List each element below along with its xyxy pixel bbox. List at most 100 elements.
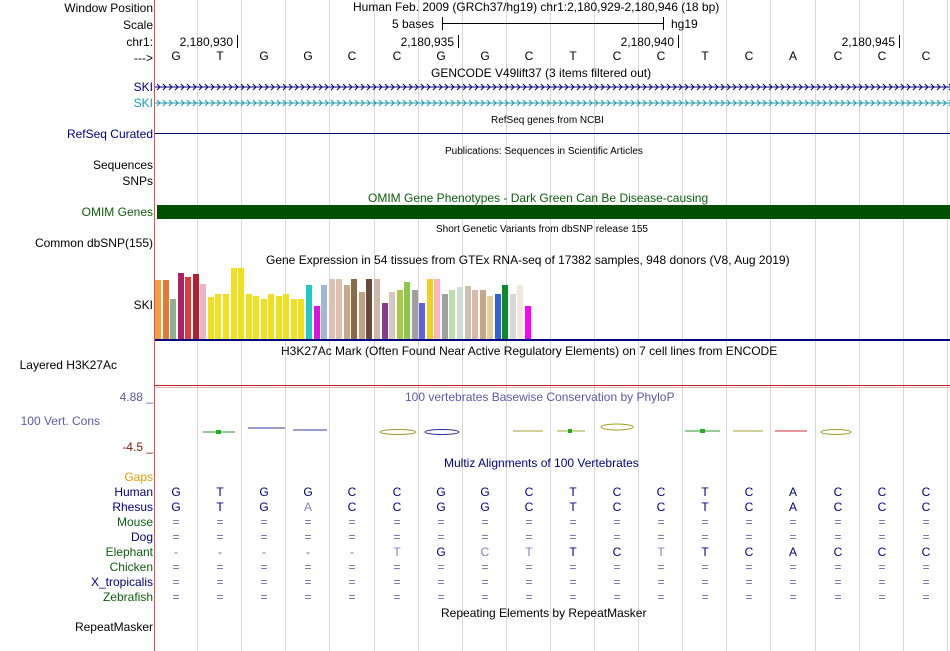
gtex-tissue-bar[interactable] [396, 290, 403, 339]
gtex-tissue-bar[interactable] [517, 285, 524, 339]
species-label[interactable]: Human [114, 485, 153, 499]
gtex-tissue-bar[interactable] [162, 280, 169, 339]
alignment-base: = [922, 590, 930, 604]
gtex-tissue-bar[interactable] [472, 290, 479, 339]
gtex-tissue-bar[interactable] [509, 294, 516, 339]
gtex-tissue-bar[interactable] [253, 296, 260, 339]
track-label-sequences[interactable]: Sequences [92, 158, 153, 172]
gtex-tissue-bar[interactable] [207, 297, 214, 339]
species-label[interactable]: Elephant [105, 545, 153, 559]
refseq-gene-line[interactable] [155, 133, 950, 134]
gencode-gene-models[interactable] [155, 81, 950, 111]
strand-chevron [486, 83, 491, 91]
track-label-ski-gencode-2[interactable]: SKI [133, 96, 153, 110]
strand-chevron [762, 83, 767, 91]
gtex-tissue-bar[interactable] [313, 306, 320, 339]
gtex-tissue-bar[interactable] [487, 296, 494, 339]
gtex-tissue-bar[interactable] [222, 294, 229, 339]
strand-chevron [546, 83, 551, 91]
gtex-tissue-bar[interactable] [283, 294, 290, 339]
gtex-tissue-bar[interactable] [321, 285, 328, 339]
gtex-tissue-bar[interactable] [479, 290, 486, 339]
strand-chevron [720, 83, 725, 91]
track-label-ski-gtex[interactable]: SKI [133, 298, 153, 312]
gtex-tissue-bar[interactable] [464, 286, 471, 339]
gtex-tissue-bar[interactable] [298, 299, 305, 339]
gtex-tissue-bar[interactable] [502, 285, 509, 339]
h3k27ac-signal-line[interactable] [155, 385, 950, 386]
species-label[interactable]: Chicken [109, 560, 153, 574]
track-label-gaps[interactable]: Gaps [124, 470, 153, 484]
track-label-common-dbsnp[interactable]: Common dbSNP(155) [34, 236, 153, 250]
gtex-tissue-bar[interactable] [336, 279, 343, 339]
gtex-tissue-bar[interactable] [434, 279, 441, 339]
track-label-h3k27ac[interactable]: Layered H3K27Ac [19, 358, 117, 372]
gtex-tissue-bar[interactable] [290, 299, 297, 339]
strand-chevron [774, 83, 779, 91]
gtex-tissue-bar[interactable] [426, 279, 433, 339]
gtex-tissue-bar[interactable] [306, 285, 312, 339]
species-label[interactable]: Mouse [116, 515, 153, 529]
species-label[interactable]: X_tropicalis [90, 575, 153, 589]
gtex-tissue-bar[interactable] [170, 299, 177, 339]
gtex-tissue-bar[interactable] [343, 285, 350, 339]
gtex-tissue-bar[interactable] [215, 294, 222, 339]
alignment-base: - [262, 545, 266, 559]
gtex-tissue-bar[interactable] [411, 290, 418, 339]
phylop-conservation-plot[interactable] [155, 418, 950, 440]
track-label-repeatmasker[interactable]: RepeatMasker [74, 620, 153, 634]
publications-track-title: Publications: Sequences in Scientific Ar… [445, 146, 643, 157]
strand-chevron [768, 99, 773, 107]
scale-label: Scale [122, 18, 153, 32]
strand-chevron [684, 83, 689, 91]
gtex-tissue-bar[interactable] [389, 292, 396, 339]
alignment-base: = [216, 575, 224, 589]
gtex-tissue-bar[interactable] [457, 287, 463, 339]
gtex-tissue-bar[interactable] [328, 279, 335, 339]
gtex-tissue-bar[interactable] [275, 296, 282, 339]
alignment-base: = [393, 590, 401, 604]
gtex-tissue-bar[interactable] [404, 282, 411, 339]
strand-chevron [504, 99, 509, 107]
gtex-tissue-bar[interactable] [366, 279, 373, 339]
gtex-tissue-bar[interactable] [381, 303, 388, 339]
species-label[interactable]: Zebrafish [102, 590, 153, 604]
gtex-tissue-bar[interactable] [238, 268, 245, 339]
strand-chevron [498, 99, 503, 107]
gtex-tissue-bar[interactable] [200, 284, 207, 339]
track-label-snps[interactable]: SNPs [122, 174, 153, 188]
gtex-tissue-bar[interactable] [192, 274, 199, 339]
gtex-tissue-bar[interactable] [230, 268, 237, 339]
track-label-omim[interactable]: OMIM Genes [81, 205, 153, 219]
gtex-tissue-bar[interactable] [419, 303, 426, 339]
gtex-tissue-bar[interactable] [358, 292, 365, 339]
strand-chevron [834, 83, 839, 91]
strand-chevron [198, 99, 203, 107]
track-data-area[interactable]: Human Feb. 2009 (GRCh37/hg19) chr1:2,180… [155, 0, 950, 651]
species-label[interactable]: Rhesus [112, 500, 153, 514]
gtex-tissue-bar[interactable] [494, 294, 501, 339]
strand-chevron [846, 99, 851, 107]
gtex-tissue-bar[interactable] [373, 279, 380, 339]
gtex-tissue-bar[interactable] [449, 290, 456, 339]
alignment-base: = [701, 560, 709, 574]
gtex-tissue-bar[interactable] [441, 294, 448, 339]
gtex-tissue-bar[interactable] [524, 306, 531, 339]
track-label-vert-cons[interactable]: 100 Vert. Cons [20, 414, 100, 428]
track-label-ski-gencode[interactable]: SKI [133, 80, 153, 94]
base-position-arrow[interactable]: ---> [134, 51, 153, 65]
strand-chevron [780, 99, 785, 107]
gtex-tissue-bar[interactable] [268, 294, 275, 339]
gtex-tissue-bar[interactable] [245, 294, 252, 339]
strand-chevron [906, 99, 911, 107]
gtex-tissue-bar[interactable] [351, 279, 358, 339]
gtex-expression-chart[interactable] [155, 268, 535, 339]
omim-phenotype-bar[interactable] [157, 205, 950, 219]
gtex-tissue-bar[interactable] [177, 273, 184, 339]
strand-chevron [492, 99, 497, 107]
gtex-tissue-bar[interactable] [185, 277, 192, 339]
species-label[interactable]: Dog [130, 530, 153, 544]
track-label-refseq[interactable]: RefSeq Curated [66, 127, 153, 141]
gtex-tissue-bar[interactable] [155, 280, 161, 339]
gtex-tissue-bar[interactable] [260, 299, 267, 339]
